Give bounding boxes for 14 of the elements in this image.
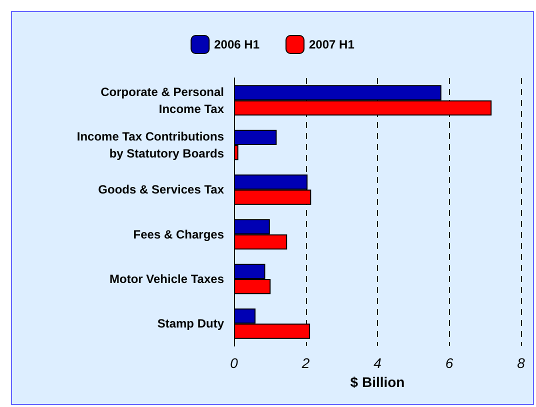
x-axis-title: $ Billion — [350, 374, 405, 390]
y-tick-label: Motor Vehicle Taxes — [110, 272, 224, 286]
x-tick-label: 8 — [517, 355, 526, 371]
legend-label: 2007 H1 — [309, 38, 355, 52]
y-tick-label: Goods & Services Tax — [98, 182, 224, 197]
y-tick-label: Corporate & Personal Income Tax — [100, 84, 224, 116]
x-tick-label: 6 — [445, 355, 454, 371]
x-tick-label: 4 — [374, 355, 382, 371]
y-tick-label: Stamp Duty — [157, 316, 224, 331]
legend-label: 2006 H1 — [214, 38, 260, 52]
y-tick-label: Income Tax Contributions by Statutory Boards — [76, 130, 224, 160]
x-tick-label: 2 — [300, 355, 310, 371]
x-tick-label: 0 — [230, 355, 238, 371]
y-tick-label: Fees & Charges — [133, 227, 224, 242]
